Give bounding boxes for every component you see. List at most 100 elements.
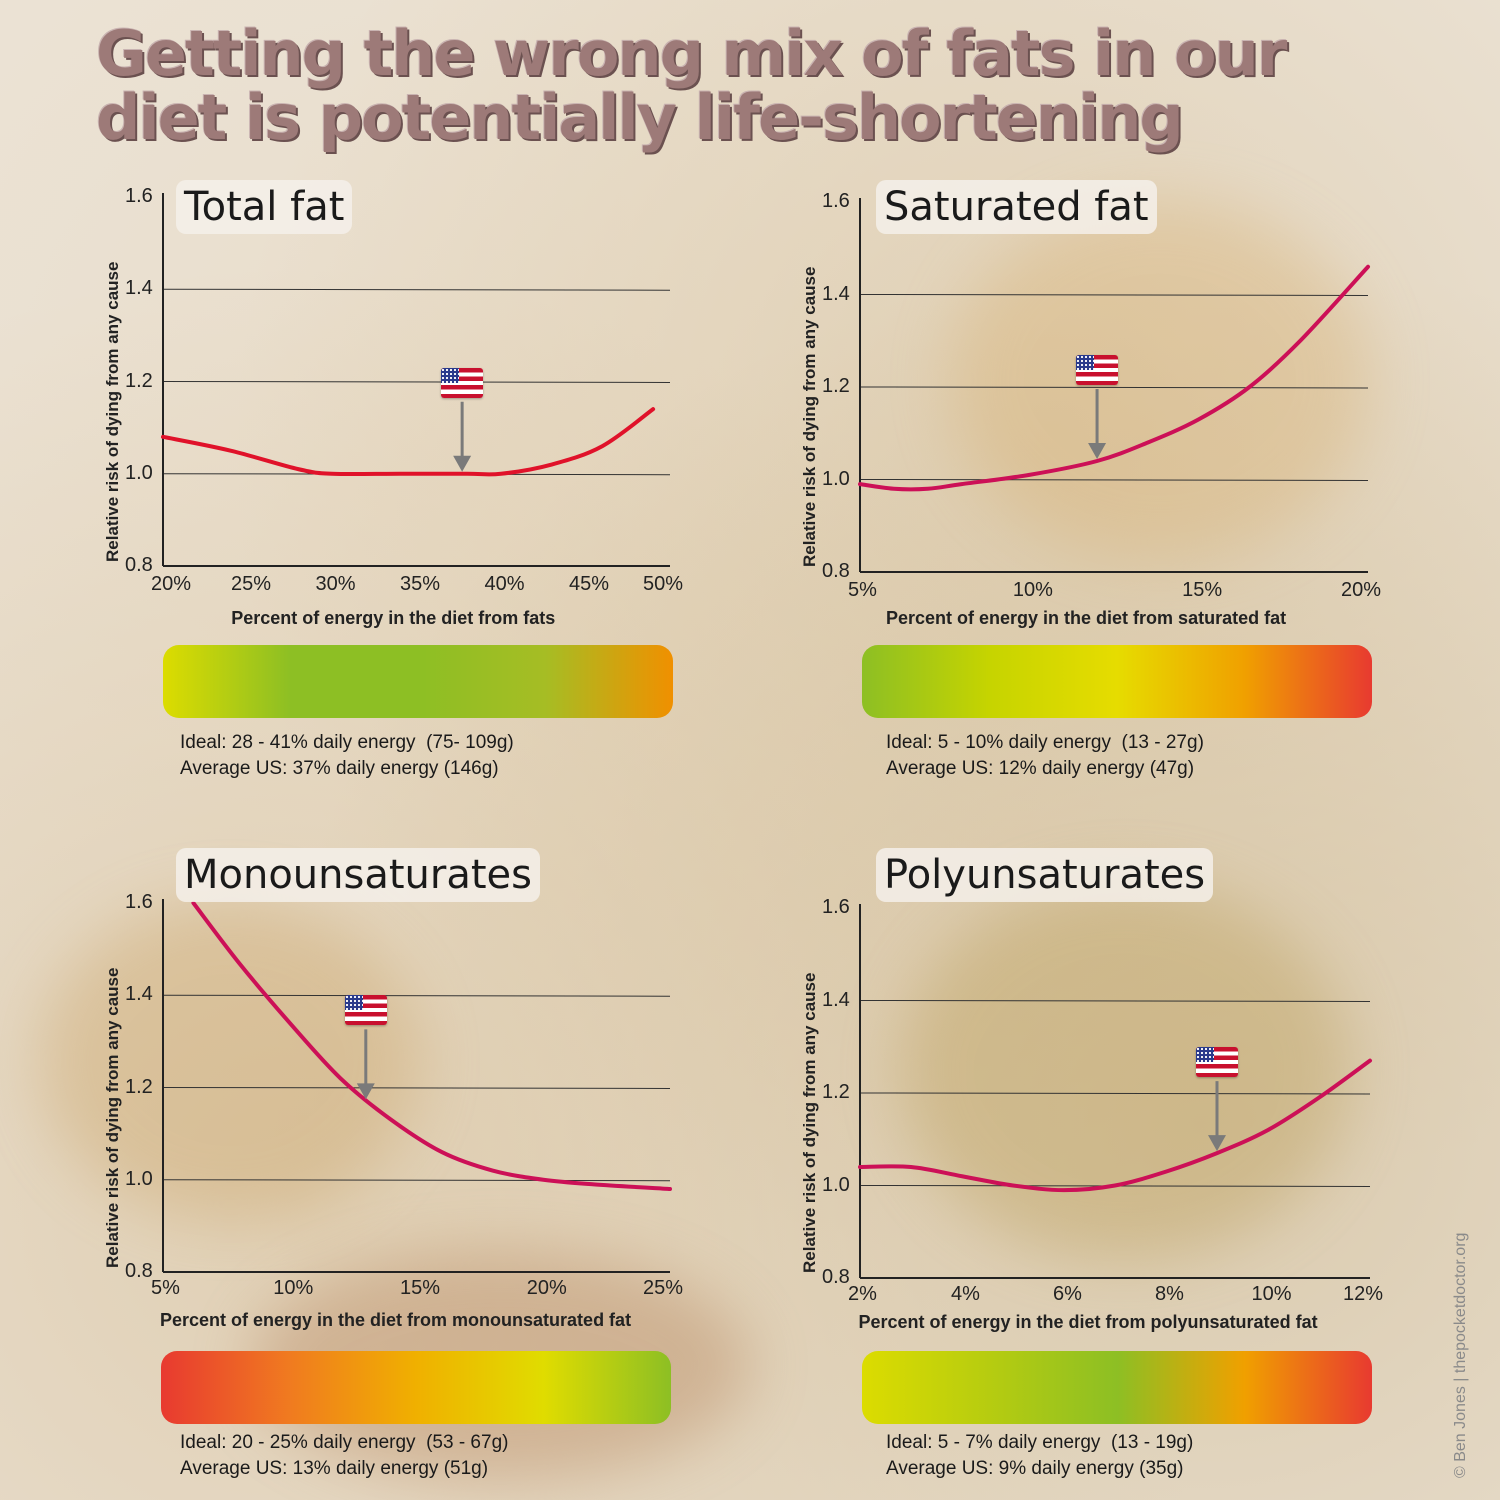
saturated-fat-average-us-text: Average US: 12% daily energy (47g) [886,758,1195,779]
total-fat-average-us-text: Average US: 37% daily energy (146g) [180,758,499,779]
monounsaturates-x-axis-title: Percent of energy in the diet from monou… [160,1310,632,1330]
total-fat-x-tick-label: 35% [400,573,441,595]
saturated-fat-y-tick-label: 0.8 [822,560,850,582]
monounsaturates-y-tick-label: 0.8 [125,1260,153,1282]
total-fat-y-tick-label: 1.2 [125,369,153,392]
us-flag-icon [441,367,484,398]
polyunsaturates-x-tick-label: 8% [1155,1283,1184,1305]
saturated-fat-y-tick-label: 1.0 [822,467,850,490]
polyunsaturates-y-tick-label: 0.8 [822,1266,850,1288]
monounsaturates-gridline [162,994,671,997]
chart-monounsaturates: Monounsaturates 0.8 1.0 1.2 1.4 1.6 5% 10% 15% 20… [103,848,684,1482]
polyunsaturates-intake-notes: Ideal: 5 - 7% daily energy (13 - 19g) Ave… [886,1430,1193,1482]
monounsaturates-x-tick-label: 5% [151,1277,180,1299]
total-fat-x-tick-label: 20% [151,573,192,595]
total-fat-y-tick-label: 0.8 [125,554,153,576]
monounsaturates-average-us-text: Average US: 13% daily energy (51g) [180,1458,489,1479]
saturated-fat-x-axis-title: Percent of energy in the diet from satur… [886,608,1287,628]
total-fat-x-tick-label: 45% [569,573,610,595]
monounsaturates-intake-notes: Ideal: 20 - 25% daily energy (53 - 67g) A… [180,1430,508,1482]
saturated-fat-risk-gradient-bar [862,645,1372,718]
total-fat-intake-notes: Ideal: 28 - 41% daily energy (75- 109g) A… [180,730,514,782]
polyunsaturates-ideal-text: Ideal: 5 - 7% daily energy (13 - 19g) [886,1432,1194,1453]
saturated-fat-y-tick-label: 1.6 [822,190,850,212]
saturated-fat-y-tick-label: 1.4 [822,282,850,305]
saturated-fat-x-tick-label: 15% [1182,579,1223,601]
total-fat-x-tick-label: 40% [484,573,525,595]
saturated-fat-x-tick-label: 20% [1341,579,1382,601]
monounsaturates-risk-curve [191,901,672,1191]
us-flag-icon [1196,1047,1238,1078]
monounsaturates-x-tick-label: 20% [526,1277,567,1299]
polyunsaturates-y-tick-label: 1.0 [822,1173,850,1196]
monounsaturates-gridline [162,1087,671,1089]
polyunsaturates-x-tick-label: 2% [848,1283,877,1305]
saturated-fat-us-arrow-head [1088,443,1107,459]
background-food-blur [950,200,1370,560]
monounsaturates-x-tick-label: 25% [643,1277,684,1299]
monounsaturates-gridline [162,1179,671,1182]
saturated-fat-gridline [859,386,1369,389]
total-fat-x-tick-label: 25% [231,573,272,595]
polyunsaturates-y-axis-title: Relative risk of dying from any cause [800,972,819,1273]
monounsaturates-risk-gradient-bar [161,1351,671,1424]
polyunsaturates-risk-gradient-bar [862,1351,1372,1424]
monounsaturates-y-tick-label: 1.4 [125,983,153,1006]
polyunsaturates-risk-curve [858,1058,1372,1193]
us-flag-icon [1076,355,1119,385]
total-fat-gridline [162,381,671,383]
polyunsaturates-gridline [859,1000,1371,1002]
total-fat-x-tick-label: 50% [643,573,684,595]
saturated-fat-ideal-text: Ideal: 5 - 10% daily energy (13 - 27g) [886,732,1204,753]
monounsaturates-y-tick-label: 1.2 [125,1075,153,1098]
total-fat-risk-curve [161,407,656,477]
total-fat-risk-gradient-bar [163,645,673,718]
saturated-fat-gridline [859,294,1369,296]
polyunsaturates-x-tick-label: 4% [951,1283,980,1305]
monounsaturates-x-tick-label: 15% [400,1277,441,1299]
polyunsaturates-y-tick-label: 1.4 [822,988,850,1011]
monounsaturates-us-arrow-head [356,1083,375,1100]
saturated-fat-chart-title: Saturated fat [876,180,1157,234]
total-fat-gridline [162,288,671,291]
saturated-fat-y-tick-label: 1.2 [822,375,850,397]
credit-text: © Ben Jones | thepocketdoctor.org [1452,1232,1469,1478]
saturated-fat-intake-notes: Ideal: 5 - 10% daily energy (13 - 27g) Av… [886,730,1204,782]
saturated-fat-x-tick-label: 10% [1012,579,1053,601]
chart-saturated-fat: Saturated fat 0.8 1.0 1.2 1.4 1.6 5% 10% 15% 20% R… [800,180,1382,782]
polyunsaturates-y-tick-label: 1.2 [822,1081,850,1103]
total-fat-y-tick-label: 1.6 [125,185,153,207]
page-title-line-2: diet is potentially life-shortening [96,81,1184,154]
polyunsaturates-us-arrow-head [1208,1135,1226,1152]
polyunsaturates-gridline [859,1092,1371,1095]
background-food-blur [900,880,1350,1260]
total-fat-x-tick-label: 30% [315,573,356,595]
saturated-fat-gridline [859,479,1369,481]
monounsaturates-y-tick-label: 1.0 [125,1167,153,1190]
saturated-fat-x-tick-label: 5% [848,579,877,601]
polyunsaturates-chart-title: Polyunsaturates [876,848,1214,902]
polyunsaturates-x-axis-title: Percent of energy in the diet from polyu… [858,1312,1318,1332]
chart-total-fat: Total fat 0.8 1.0 1.2 1.4 1.6 20% 25% 30% 35% 40% 4… [0,0,750,800]
page-title-line-1: Getting the wrong mix of fats in our [96,17,1287,90]
monounsaturates-y-tick-label: 1.6 [125,891,153,913]
polyunsaturates-x-tick-label: 10% [1251,1283,1292,1305]
saturated-fat-risk-curve [858,264,1370,492]
monounsaturates-x-tick-label: 10% [273,1277,314,1299]
monounsaturates-ideal-text: Ideal: 20 - 25% daily energy (53 - 67g) [180,1432,509,1453]
total-fat-x-axis-title: Percent of energy in the diet from fats [231,608,556,628]
total-fat-chart-title: Total fat [176,180,353,234]
polyunsaturates-x-tick-label: 6% [1053,1283,1082,1305]
polyunsaturates-x-tick-label: 12% [1343,1283,1384,1305]
total-fat-y-tick-label: 1.4 [125,277,153,300]
total-fat-us-arrow-head [453,455,472,472]
us-flag-icon [344,995,387,1026]
total-fat-y-tick-label: 1.0 [125,461,153,484]
page-title: Getting the wrong mix of fats in our die… [96,22,1456,150]
polyunsaturates-average-us-text: Average US: 9% daily energy (35g) [886,1458,1184,1479]
